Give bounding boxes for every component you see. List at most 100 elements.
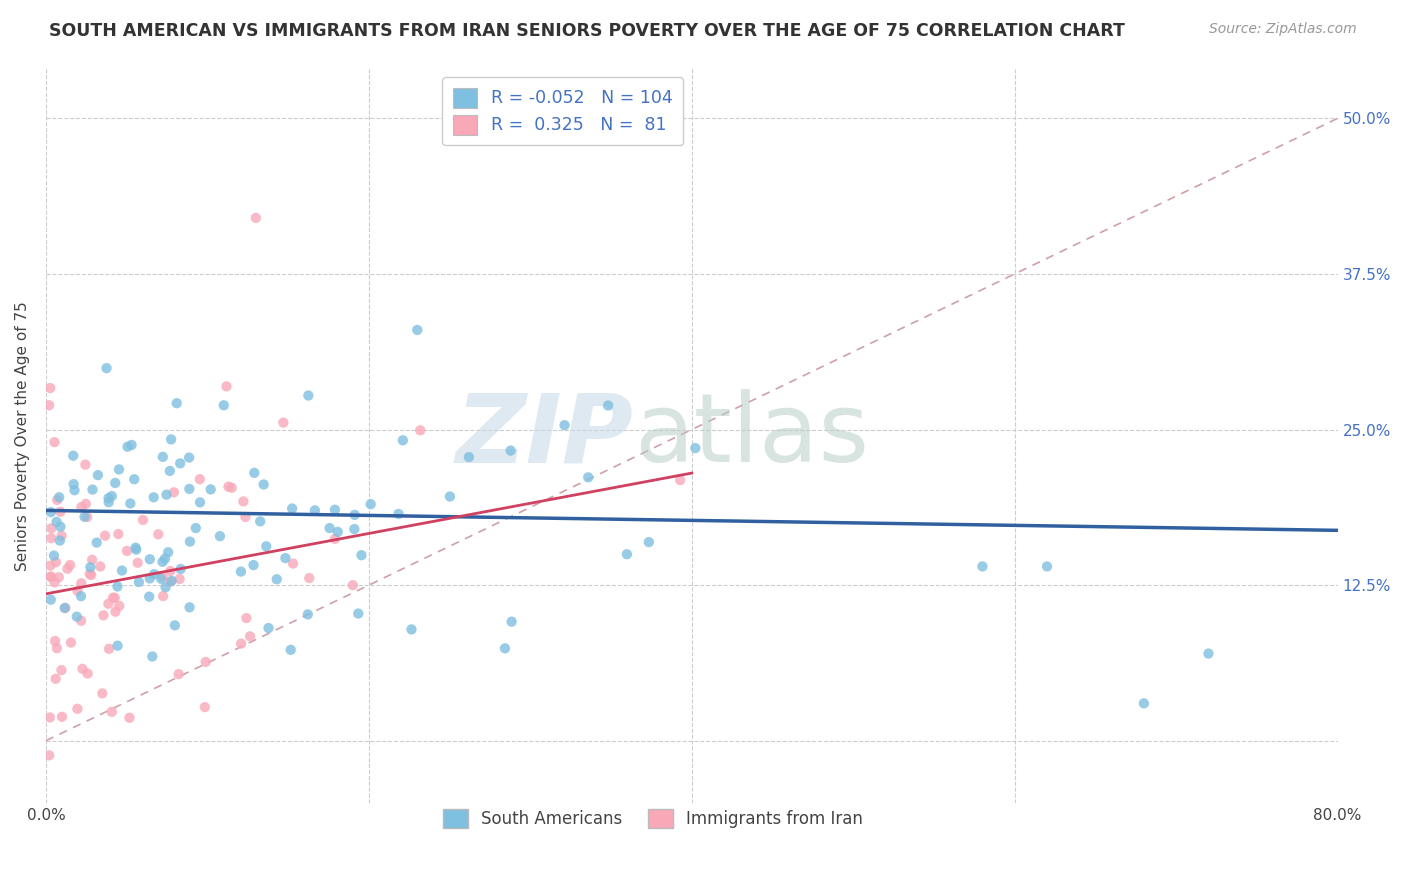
Point: [576, 470, 599, 484]
Point: [155, 580, 177, 594]
Point: [215, 379, 238, 393]
Point: [281, 557, 304, 571]
Point: [89, 559, 111, 574]
Point: [87, 468, 110, 483]
Point: [45, 672, 67, 686]
Point: [127, 556, 149, 570]
Point: [101, 489, 124, 503]
Point: [188, 495, 211, 509]
Point: [409, 423, 432, 437]
Point: [38, 748, 60, 763]
Point: [360, 497, 382, 511]
Point: [132, 513, 155, 527]
Point: [79, 566, 101, 581]
Point: [41, 521, 63, 535]
Point: [160, 574, 183, 588]
Point: [124, 541, 146, 555]
Point: [63, 483, 86, 498]
Point: [138, 590, 160, 604]
Point: [231, 636, 253, 650]
Point: [184, 521, 207, 535]
Point: [342, 578, 364, 592]
Point: [323, 532, 346, 546]
Point: [59, 635, 82, 649]
Point: [70, 576, 93, 591]
Point: [75, 458, 97, 472]
Point: [96, 361, 118, 376]
Point: [115, 544, 138, 558]
Point: [188, 472, 211, 486]
Point: [249, 514, 271, 528]
Point: [97, 597, 120, 611]
Point: [163, 485, 186, 500]
Point: [51, 663, 73, 677]
Point: [45, 641, 67, 656]
Point: [972, 559, 994, 574]
Point: [159, 564, 181, 578]
Point: [108, 599, 131, 613]
Point: [343, 508, 366, 522]
Point: [297, 607, 319, 622]
Point: [39, 531, 62, 545]
Point: [281, 501, 304, 516]
Point: [235, 611, 257, 625]
Point: [39, 505, 62, 519]
Point: [200, 483, 222, 497]
Point: [239, 629, 262, 643]
Point: [343, 522, 366, 536]
Point: [104, 605, 127, 619]
Point: [121, 438, 143, 452]
Point: [494, 641, 516, 656]
Point: [1198, 647, 1220, 661]
Point: [93, 608, 115, 623]
Point: [499, 443, 522, 458]
Point: [159, 574, 181, 589]
Point: [70, 614, 93, 628]
Point: [323, 502, 346, 516]
Point: [1036, 559, 1059, 574]
Point: [266, 572, 288, 586]
Point: [120, 496, 142, 510]
Point: [107, 580, 129, 594]
Point: [194, 655, 217, 669]
Point: [637, 535, 659, 549]
Point: [153, 551, 176, 566]
Point: [350, 548, 373, 562]
Point: [169, 456, 191, 470]
Point: [75, 497, 97, 511]
Point: [297, 388, 319, 402]
Point: [111, 564, 134, 578]
Point: [118, 711, 141, 725]
Point: [42, 549, 65, 563]
Point: [49, 519, 72, 533]
Point: [242, 558, 264, 573]
Point: [163, 618, 186, 632]
Point: [38, 710, 60, 724]
Point: [51, 529, 73, 543]
Y-axis label: Seniors Poverty Over the Age of 75: Seniors Poverty Over the Age of 75: [15, 301, 30, 571]
Point: [128, 575, 150, 590]
Point: [501, 615, 523, 629]
Point: [104, 591, 127, 605]
Point: [56, 562, 79, 576]
Point: [274, 551, 297, 566]
Point: [150, 572, 173, 586]
Point: [48, 570, 70, 584]
Point: [159, 464, 181, 478]
Point: [49, 505, 72, 519]
Point: [44, 435, 66, 450]
Point: [304, 503, 326, 517]
Point: [107, 527, 129, 541]
Point: [91, 686, 114, 700]
Point: [152, 569, 174, 583]
Point: [44, 575, 66, 590]
Point: [387, 507, 409, 521]
Point: [152, 450, 174, 464]
Point: [298, 571, 321, 585]
Point: [598, 399, 620, 413]
Point: [179, 534, 201, 549]
Text: atlas: atlas: [634, 389, 869, 483]
Point: [79, 560, 101, 574]
Point: [39, 570, 62, 584]
Point: [179, 600, 201, 615]
